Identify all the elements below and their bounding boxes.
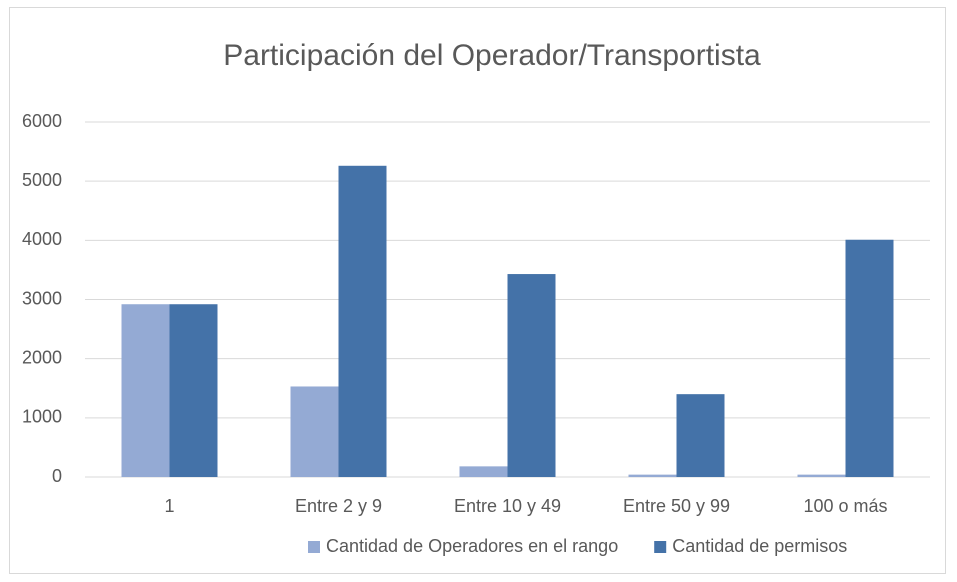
legend-swatch (308, 541, 320, 553)
y-tick-label: 1000 (22, 407, 62, 427)
y-tick-label: 6000 (22, 111, 62, 131)
legend-swatch (654, 541, 667, 553)
y-tick-label: 4000 (22, 229, 62, 249)
legend-label: Cantidad de permisos (672, 536, 847, 556)
x-tick-label: Entre 50 y 99 (623, 496, 730, 516)
bar (676, 394, 725, 477)
y-tick-label: 2000 (22, 347, 62, 367)
x-tick-label: 1 (164, 496, 174, 516)
chart-title: Participación del Operador/Transportista (223, 39, 761, 72)
bar (169, 304, 218, 477)
bar (628, 474, 677, 477)
x-tick-label: Entre 10 y 49 (454, 496, 561, 516)
bar (797, 474, 846, 477)
chart-border (9, 7, 946, 574)
bar (459, 466, 508, 477)
x-tick-label: Entre 2 y 9 (295, 496, 382, 516)
bar (507, 274, 556, 477)
x-tick-label: 100 o más (803, 496, 887, 516)
y-tick-label: 0 (52, 466, 62, 486)
bar (290, 386, 339, 477)
bar (338, 165, 387, 478)
legend-label: Cantidad de Operadores en el rango (326, 536, 618, 556)
y-tick-label: 5000 (22, 170, 62, 190)
bar (845, 239, 894, 477)
y-tick-label: 3000 (22, 288, 62, 308)
bar (121, 304, 170, 477)
